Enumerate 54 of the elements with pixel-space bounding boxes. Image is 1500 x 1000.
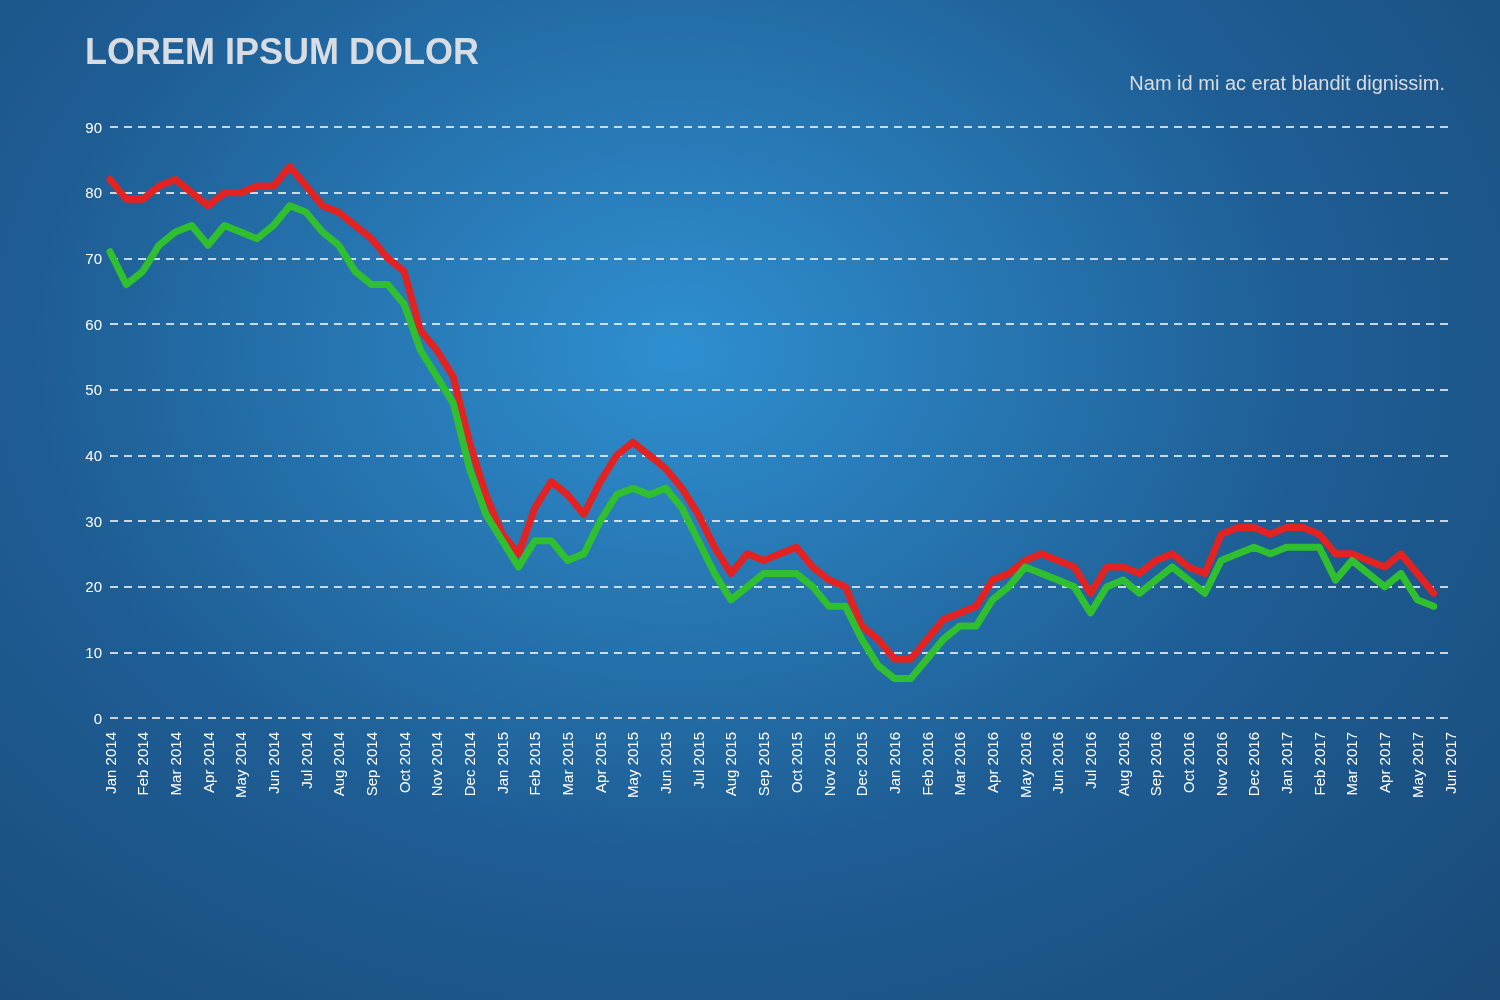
x-tick-label: Mar 2015: [559, 732, 577, 796]
y-tick-label: 40: [85, 446, 102, 464]
x-tick-label: Oct 2016: [1180, 732, 1198, 793]
x-tick-label: Jul 2014: [297, 732, 315, 789]
y-tick-label: 10: [85, 643, 102, 661]
y-tick-label: 60: [85, 315, 102, 333]
y-tick-label: 90: [85, 118, 102, 136]
x-tick-label: Aug 2014: [330, 732, 348, 797]
x-tick-label: Jun 2015: [657, 732, 675, 794]
x-tick-label: Nov 2015: [820, 732, 838, 797]
x-tick-label: Aug 2016: [1114, 732, 1132, 797]
y-tick-label: 70: [85, 249, 102, 267]
x-tick-label: Jan 2017: [1278, 732, 1296, 794]
x-tick-label: Jan 2016: [885, 732, 903, 794]
x-tick-label: Aug 2015: [722, 732, 740, 797]
x-tick-label: May 2016: [1016, 732, 1034, 798]
x-tick-label: Jun 2014: [264, 732, 282, 794]
x-tick-label: Feb 2014: [134, 732, 152, 796]
x-tick-label: Mar 2016: [951, 732, 969, 796]
x-tick-label: Mar 2014: [166, 732, 184, 796]
x-tick-label: Feb 2015: [526, 732, 544, 796]
y-tick-label: 50: [85, 381, 102, 399]
x-tick-label: Feb 2016: [918, 732, 936, 796]
x-tick-label: Dec 2016: [1245, 732, 1263, 797]
x-tick-label: Dec 2014: [461, 732, 479, 797]
y-tick-label: 80: [85, 184, 102, 202]
x-tick-label: Apr 2016: [983, 732, 1001, 793]
x-tick-label: Jan 2014: [101, 732, 119, 794]
x-tick-label: Oct 2015: [787, 732, 805, 793]
y-tick-label: 0: [93, 709, 102, 727]
y-tick-label: 20: [85, 578, 102, 596]
x-tick-label: Mar 2017: [1343, 732, 1361, 796]
y-tick-label: 30: [85, 512, 102, 530]
x-tick-label: Sep 2015: [755, 732, 773, 797]
x-tick-label: Sep 2014: [362, 732, 380, 797]
x-tick-label: Jan 2015: [493, 732, 511, 794]
x-tick-label: Jul 2016: [1081, 732, 1099, 789]
x-tick-label: May 2017: [1408, 732, 1426, 798]
x-tick-label: Jul 2015: [689, 732, 707, 789]
x-tick-label: Jun 2016: [1049, 732, 1067, 794]
x-tick-label: Feb 2017: [1310, 732, 1328, 796]
chart-subtitle: Nam id mi ac erat blandit dignissim.: [1129, 72, 1446, 94]
x-tick-label: May 2015: [624, 732, 642, 798]
x-tick-label: Nov 2014: [428, 732, 446, 797]
x-tick-label: Apr 2015: [591, 732, 609, 793]
x-tick-label: May 2014: [232, 732, 250, 798]
x-tick-label: Dec 2015: [853, 732, 871, 797]
x-tick-label: Sep 2016: [1147, 732, 1165, 797]
x-tick-label: Oct 2014: [395, 732, 413, 793]
x-tick-label: Apr 2014: [199, 732, 217, 793]
chart-title: LOREM IPSUM DOLOR: [85, 30, 479, 72]
x-tick-label: Apr 2017: [1376, 732, 1394, 793]
x-tick-label: Nov 2016: [1212, 732, 1230, 797]
x-tick-label: Jun 2017: [1441, 732, 1459, 794]
